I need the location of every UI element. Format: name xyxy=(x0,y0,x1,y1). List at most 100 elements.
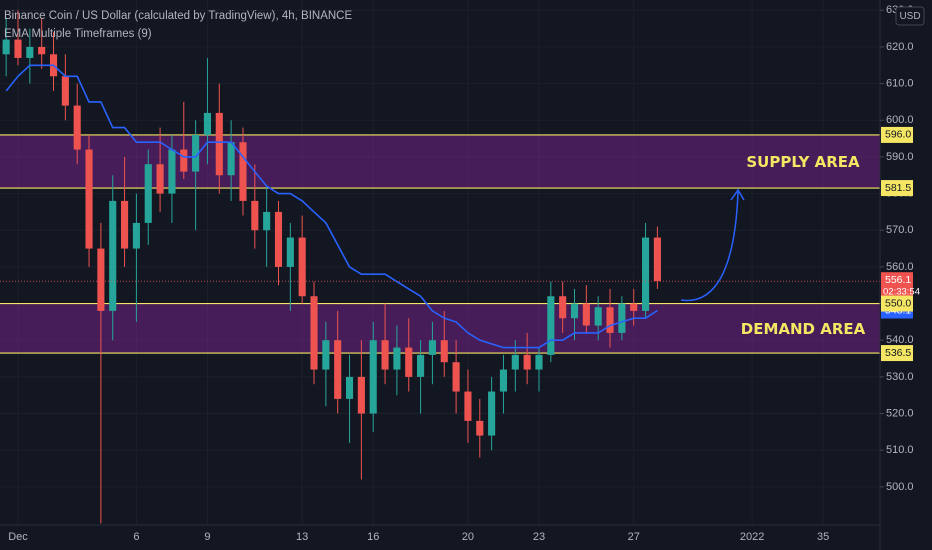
axes: 500.0 510.0 520.0 530.0 540.0 550.0 560.0 570.0… xyxy=(8,4,920,543)
y-tick-label: 600.0 xyxy=(886,114,914,126)
candle-body xyxy=(393,347,401,370)
zone-price-label-box xyxy=(881,295,913,312)
zone xyxy=(0,303,880,354)
candle-body xyxy=(38,46,46,55)
candle-body xyxy=(168,149,176,194)
candle-body xyxy=(381,340,389,370)
x-tick-label: 27 xyxy=(628,531,640,543)
candle-body xyxy=(357,376,365,414)
x-tick-label: 6 xyxy=(133,531,139,543)
countdown-label: 02:33:54 xyxy=(883,287,920,298)
candle-body xyxy=(559,296,567,319)
candle-body xyxy=(428,340,436,355)
candle-body xyxy=(26,46,34,58)
zone-price-label: 536.5 xyxy=(885,347,911,359)
candle-body xyxy=(630,303,638,311)
candle-body xyxy=(653,237,661,282)
y-tick-label: 560.0 xyxy=(886,261,914,273)
candle-body xyxy=(85,149,93,249)
zone-label: SUPPLY AREA xyxy=(746,153,860,171)
candle-body xyxy=(547,296,555,355)
x-tick-label: 2022 xyxy=(740,531,764,543)
ema-line xyxy=(5,64,658,349)
candle-body xyxy=(215,112,223,176)
candle-body xyxy=(476,420,484,436)
candle-body xyxy=(203,112,212,135)
currency[interactable]: USD xyxy=(899,11,920,22)
last-price-box xyxy=(881,272,913,301)
candle-body xyxy=(440,340,448,363)
currency-box[interactable] xyxy=(895,6,925,26)
candle-body xyxy=(499,369,508,392)
candle-body xyxy=(97,248,105,311)
zone-price-label-box xyxy=(881,126,913,143)
candle-body xyxy=(488,391,496,436)
candle-body xyxy=(14,39,22,58)
last-price-label: 556.1 xyxy=(885,274,911,286)
x-tick-label: Dec xyxy=(8,531,28,543)
x-tick-label: 13 xyxy=(296,531,308,543)
candle-body xyxy=(523,354,531,370)
candle-body xyxy=(582,303,590,326)
candle-body xyxy=(286,237,294,267)
candle-body xyxy=(180,149,188,172)
candle-body xyxy=(345,376,354,399)
candle-body xyxy=(251,200,259,231)
candle-body xyxy=(73,105,81,150)
plot xyxy=(0,10,880,524)
y-tick-label: 500.0 xyxy=(886,481,914,493)
candle-body xyxy=(192,134,200,172)
candle-body xyxy=(570,303,579,319)
candle-body xyxy=(642,237,650,311)
candle-body xyxy=(263,211,271,231)
zone-price-label-box xyxy=(881,180,913,197)
candle-body xyxy=(606,307,614,333)
arrow-curve xyxy=(680,191,739,302)
candle-body xyxy=(132,222,140,249)
candle-body xyxy=(405,347,413,377)
y-tick-label: 510.0 xyxy=(886,444,914,456)
arrow-head xyxy=(730,188,745,201)
x-tick-label: 9 xyxy=(204,531,210,543)
candle-body xyxy=(594,307,602,326)
zone-label: DEMAND AREA xyxy=(741,320,866,338)
candle-body xyxy=(227,142,235,176)
candle-body xyxy=(310,296,318,370)
candle-body xyxy=(2,39,10,55)
y-tick-label: 530.0 xyxy=(886,371,914,383)
candle-body xyxy=(298,237,306,297)
y-tick-label: 570.0 xyxy=(886,224,914,236)
y-tick-label: 620.0 xyxy=(886,41,914,53)
candle-body xyxy=(464,391,472,421)
candle-body xyxy=(156,164,164,194)
candle-body xyxy=(61,76,69,106)
candle-body xyxy=(511,354,519,370)
indicator-name: EMA Multiple Timeframes (9) xyxy=(4,28,152,40)
zone-price-label: 596.0 xyxy=(885,129,911,141)
candle-body xyxy=(322,340,330,370)
y-tick-label: 540.0 xyxy=(886,334,914,346)
y-tick-label: 520.0 xyxy=(886,407,914,419)
candle-body xyxy=(121,200,129,249)
x-tick-label: 23 xyxy=(533,531,545,543)
zone-price-label: 550.0 xyxy=(885,297,911,309)
candle-body xyxy=(144,164,152,223)
candle-body xyxy=(239,142,247,201)
x-tick-label: 35 xyxy=(817,531,829,543)
y-tick-label: 590.0 xyxy=(886,151,914,163)
candle-body xyxy=(274,211,283,267)
candle-body xyxy=(109,200,117,311)
chart-title: Binance Coin / US Dollar (calculated by … xyxy=(4,10,352,22)
y-tick-label: 610.0 xyxy=(886,77,914,89)
candle-body xyxy=(369,340,377,414)
x-tick-label: 20 xyxy=(462,531,474,543)
zone-price-label-box xyxy=(881,345,913,362)
x-tick-label: 16 xyxy=(367,531,379,543)
candle-body xyxy=(334,340,342,399)
candle-body xyxy=(618,303,626,333)
candle-body xyxy=(417,354,425,377)
candle-body xyxy=(452,362,460,392)
